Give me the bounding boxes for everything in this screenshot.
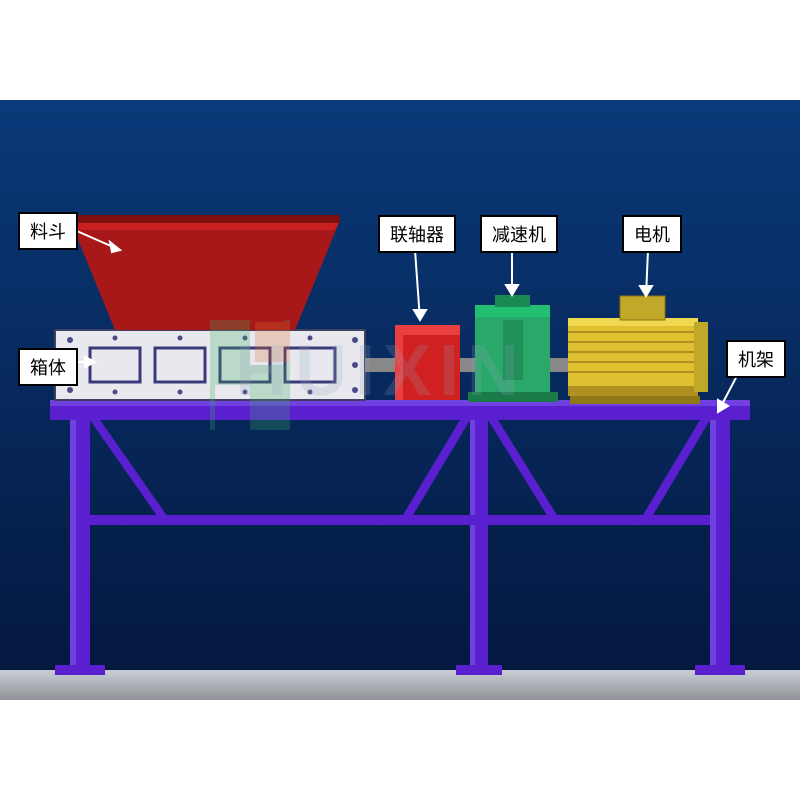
label-box-body: 箱体 — [18, 348, 78, 386]
shaft-1 — [365, 358, 395, 372]
label-reducer: 减速机 — [480, 215, 558, 253]
label-frame: 机架 — [726, 340, 786, 378]
shaft-3 — [550, 358, 568, 372]
label-motor: 电机 — [622, 215, 682, 253]
reducer-group — [468, 295, 558, 402]
label-hopper: 料斗 — [18, 212, 78, 250]
coupling-group — [395, 325, 460, 400]
diagram-canvas: HUIXIN 料斗 箱体 联轴器 减速机 电机 机架 — [0, 100, 800, 700]
shaft-2 — [460, 358, 475, 372]
bg-floor — [0, 670, 800, 700]
watermark-logo — [190, 310, 310, 440]
machine-svg — [0, 100, 800, 700]
label-coupling: 联轴器 — [378, 215, 456, 253]
